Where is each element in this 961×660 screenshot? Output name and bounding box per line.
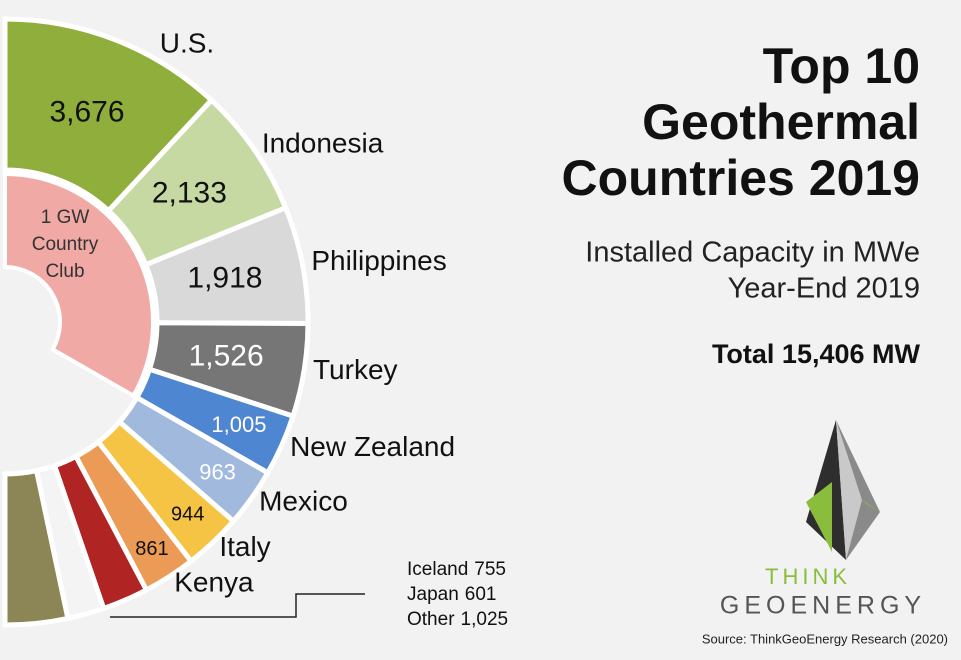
list-label: Japan 601	[407, 584, 496, 605]
logo-shape	[858, 497, 880, 512]
category-label: Italy	[219, 531, 270, 562]
category-label: U.S.	[160, 28, 214, 59]
inner-ring	[3, 171, 155, 399]
logo-shape	[836, 420, 862, 560]
value-label: 2,133	[152, 177, 227, 210]
value-label: 1,918	[187, 261, 262, 294]
value-label: 1,005	[211, 412, 266, 437]
list-label: Other 1,025	[407, 609, 508, 630]
value-label: 963	[199, 459, 236, 484]
title-line: Geothermal	[642, 94, 920, 150]
category-label: Turkey	[313, 354, 398, 385]
list-category: Other	[407, 609, 455, 630]
texts: Top 10 Geothermal Countries 2019 Install…	[562, 38, 948, 646]
source: Source: ThinkGeoEnergy Research (2020)	[702, 631, 948, 646]
list-value: 601	[465, 584, 497, 605]
category-label: Mexico	[259, 485, 348, 516]
value-label: 1,526	[189, 340, 264, 373]
category-label: New Zealand	[290, 431, 455, 462]
list-category: Japan	[407, 584, 459, 605]
list-value: 755	[474, 559, 506, 580]
logo-mark	[806, 420, 880, 560]
inner-ring-label: Country	[32, 234, 99, 255]
list-value: 1,025	[461, 609, 509, 630]
category-label: Indonesia	[262, 127, 384, 158]
donut-segment	[2, 467, 71, 628]
list-category: Iceland	[407, 559, 468, 580]
value-label: 944	[171, 504, 204, 526]
value-label: 861	[135, 538, 168, 560]
donut: 1 GW Country Club 3,676 U.S. 2,133 Indonesia 1,…	[2, 16, 455, 628]
subtitle-line: Year-End 2019	[728, 273, 920, 305]
logo-shape	[806, 482, 832, 552]
title-line: Top 10	[763, 38, 920, 94]
total-label: Total 15,406 MW	[712, 339, 921, 369]
value-label: 3,676	[49, 95, 124, 128]
category-label: Kenya	[174, 567, 254, 598]
inner-ring-label: Club	[45, 261, 84, 282]
title-line: Countries 2019	[562, 150, 920, 206]
connector-line	[110, 593, 365, 618]
logo-text: GEOENERGY	[720, 592, 926, 620]
subtitle-line: Installed Capacity in MWe	[585, 237, 920, 269]
category-label: Philippines	[311, 245, 446, 276]
logo-text: THINK	[765, 564, 851, 589]
inner-ring-label: 1 GW	[41, 207, 90, 228]
list-label: Iceland 755	[407, 559, 506, 580]
